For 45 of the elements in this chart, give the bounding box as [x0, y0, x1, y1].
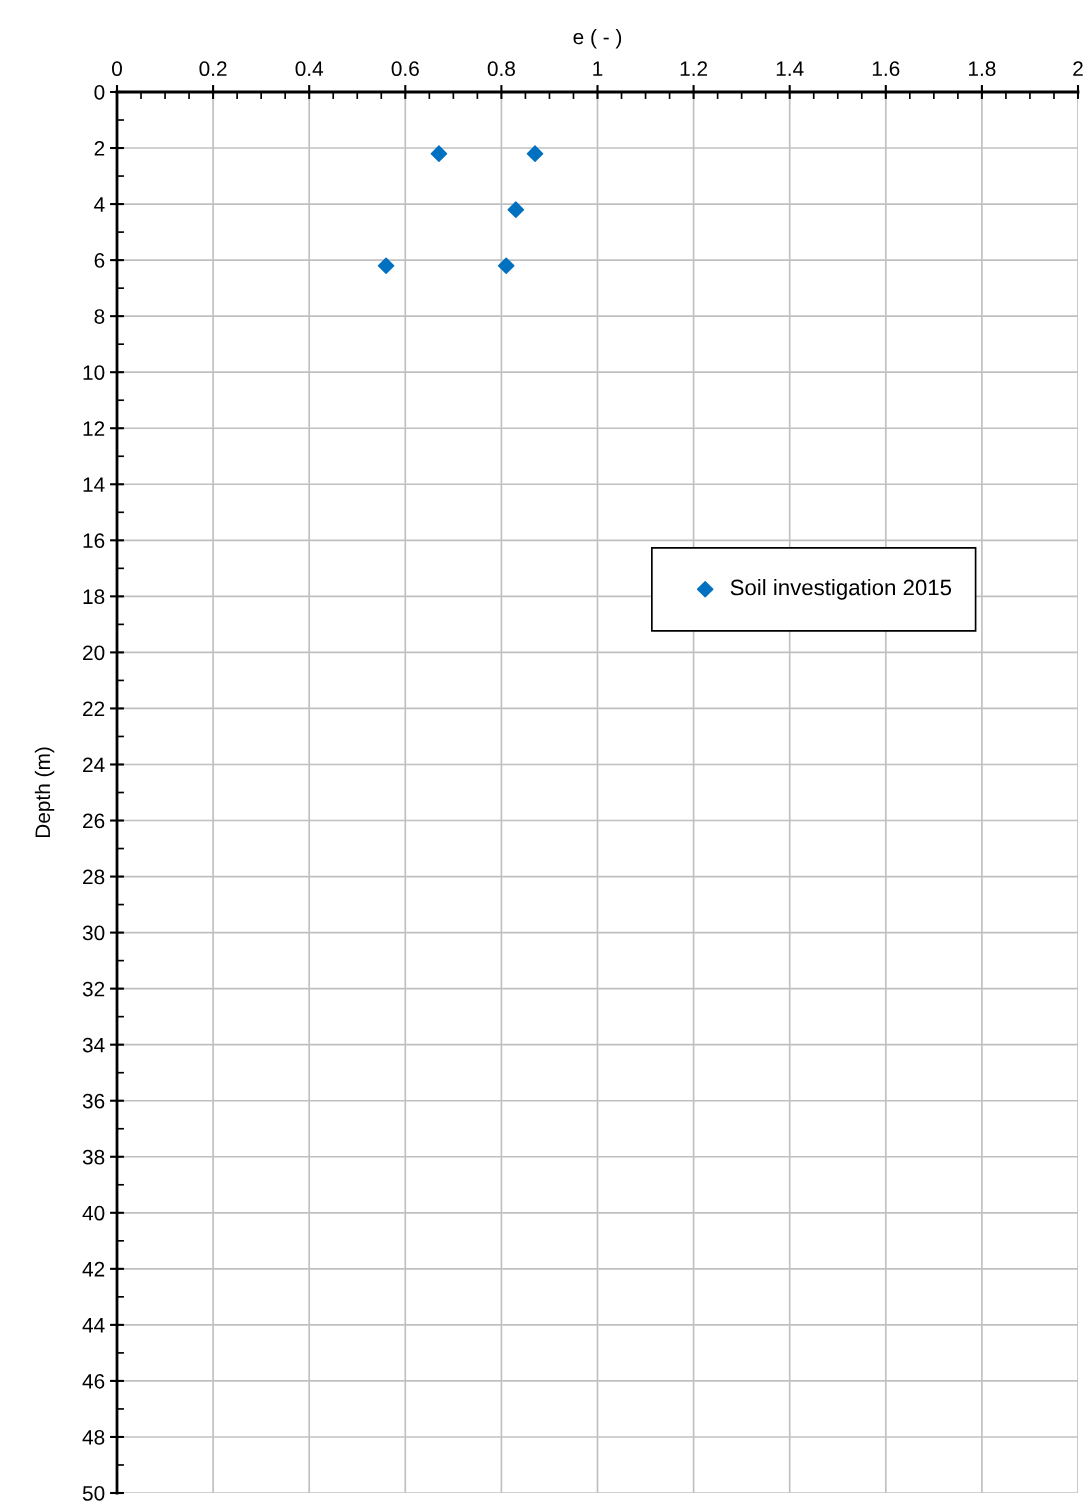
y-tick-label: 4	[94, 197, 105, 212]
x-axis-title: e ( - )	[573, 29, 622, 49]
y-tick-label: 36	[82, 1093, 105, 1109]
y-tick-label: 0	[94, 85, 105, 100]
point	[430, 145, 448, 162]
point	[526, 145, 544, 162]
x-tick-label: 1.2	[680, 61, 708, 76]
x-tick-label: 0.8	[487, 61, 515, 77]
y-tick-label: 20	[83, 645, 105, 661]
y-tick-label: 50	[82, 1486, 105, 1501]
y-tick-label: 32	[82, 981, 105, 997]
y-tick-label: 8	[94, 309, 105, 324]
x-tick-label: 1	[593, 61, 603, 76]
y-tick-label: 28	[83, 869, 105, 885]
y-tick-label: 38	[82, 1149, 105, 1165]
point	[377, 257, 395, 275]
y-tick-label: 46	[82, 1373, 105, 1389]
y-tick-label: 44	[82, 1318, 105, 1333]
y-tick-label: 30	[82, 925, 105, 941]
y-tick-label: 16	[83, 533, 105, 549]
y-tick-label: 6	[94, 253, 105, 268]
x-tick-label: 0.4	[295, 61, 324, 77]
y-tick-label: 22	[83, 701, 105, 716]
y-tick-label: 18	[83, 589, 105, 605]
y-tick-label: 10	[83, 365, 105, 380]
x-tick-label: 0.2	[199, 61, 227, 77]
y-tick-label: 12	[83, 421, 105, 436]
x-tick-label: 1.6	[872, 61, 900, 77]
x-tick-label: 2	[1073, 61, 1083, 76]
y-tick-label: 34	[82, 1037, 105, 1053]
y-tick-label: 2	[94, 141, 105, 156]
x-tick-label: 1.8	[969, 61, 996, 77]
x-tick-label: 0.6	[391, 61, 419, 77]
legend-label: Soil investigation 2015	[730, 579, 952, 600]
y-tick-label: 40	[82, 1205, 105, 1221]
point	[497, 257, 515, 275]
x-tick-label: 0	[112, 61, 122, 77]
x-tick-label: 1.4	[776, 61, 804, 76]
y-tick-label: 26	[83, 813, 105, 829]
y-axis-title: Depth (m)	[34, 747, 55, 838]
y-tick-label: 48	[82, 1429, 105, 1445]
y-tick-label: 24	[83, 757, 105, 773]
point	[507, 201, 525, 218]
y-tick-label: 42	[82, 1261, 105, 1277]
y-tick-label: 14	[83, 477, 105, 492]
